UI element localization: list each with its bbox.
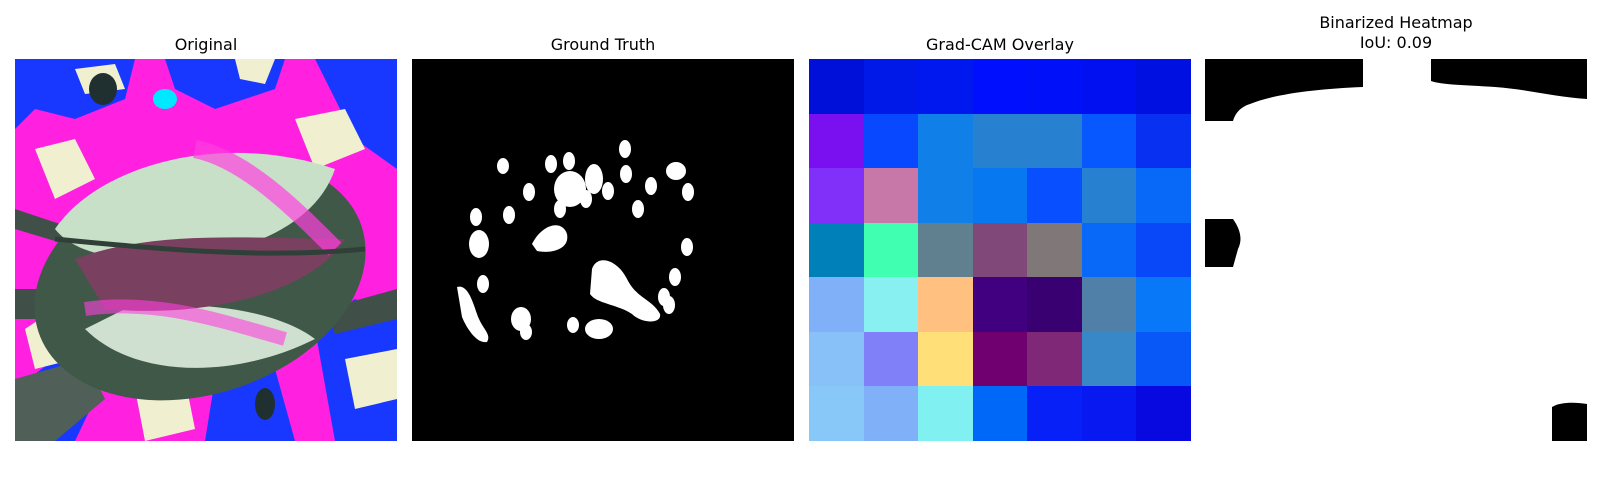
gradcam-cell bbox=[1081, 113, 1137, 169]
gradcam-cell bbox=[1027, 222, 1082, 278]
gradcam-cell bbox=[972, 386, 1028, 441]
gradcam-cell bbox=[1027, 277, 1082, 332]
gradcam-cell bbox=[972, 59, 1028, 114]
gradcam-cell bbox=[1027, 168, 1082, 223]
gradcam-cell bbox=[1081, 331, 1137, 387]
panel-title-gradcam-overlay: Grad-CAM Overlay bbox=[809, 35, 1191, 55]
gradcam-cell bbox=[809, 386, 864, 441]
gradcam-cell bbox=[1136, 59, 1191, 114]
gradcam-cell bbox=[1081, 277, 1137, 332]
gradcam-cell bbox=[809, 222, 864, 278]
gradcam-cell bbox=[1136, 331, 1191, 387]
gradcam-cell bbox=[863, 222, 919, 278]
gradcam-cell bbox=[918, 277, 973, 332]
panel-title-binarized-heatmap: Binarized Heatmap IoU: 0.09 bbox=[1205, 13, 1587, 53]
gradcam-cell bbox=[809, 331, 864, 387]
ground-truth-mask bbox=[412, 59, 794, 441]
gradcam-cell bbox=[1081, 386, 1137, 441]
gradcam-overlay bbox=[809, 59, 1191, 441]
title-line: Binarized Heatmap bbox=[1319, 13, 1473, 32]
panel-title-ground-truth: Ground Truth bbox=[412, 35, 794, 55]
title-line: Ground Truth bbox=[550, 35, 656, 54]
binarized-heatmap bbox=[1205, 59, 1587, 441]
gradcam-cell bbox=[863, 59, 919, 114]
gradcam-cell bbox=[1136, 277, 1191, 332]
gradcam-cell bbox=[1081, 59, 1137, 114]
gradcam-cell bbox=[972, 222, 1028, 278]
gradcam-cell bbox=[863, 386, 919, 441]
gradcam-cell bbox=[972, 277, 1028, 332]
gradcam-cell bbox=[918, 168, 973, 223]
gradcam-cell bbox=[1027, 331, 1082, 387]
gradcam-cell bbox=[1136, 113, 1191, 169]
gradcam-cell bbox=[918, 59, 973, 114]
gradcam-cell bbox=[809, 277, 864, 332]
original-image bbox=[15, 59, 397, 441]
gradcam-cell bbox=[1136, 168, 1191, 223]
gradcam-cell bbox=[809, 113, 864, 169]
gradcam-cell bbox=[1136, 222, 1191, 278]
gradcam-cell bbox=[1027, 386, 1082, 441]
title-line: Grad-CAM Overlay bbox=[926, 35, 1074, 54]
panel-title-original: Original bbox=[15, 35, 397, 55]
gradcam-cell bbox=[809, 59, 864, 114]
binarized-heatmap-svg bbox=[1205, 59, 1587, 441]
gradcam-cell bbox=[1027, 113, 1082, 169]
gradcam-grid bbox=[809, 59, 1191, 441]
gradcam-cell bbox=[1027, 59, 1082, 114]
gradcam-cell bbox=[809, 168, 864, 223]
gradcam-cell bbox=[863, 277, 919, 332]
gradcam-cell bbox=[1136, 386, 1191, 441]
gradcam-cell bbox=[918, 331, 973, 387]
leaf-image-svg bbox=[15, 59, 397, 441]
ground-truth-svg bbox=[412, 59, 794, 441]
gradcam-cell bbox=[863, 168, 919, 223]
gradcam-cell bbox=[1081, 168, 1137, 223]
gradcam-cell bbox=[918, 222, 973, 278]
iou-label: IoU: 0.09 bbox=[1359, 33, 1433, 52]
gradcam-cell bbox=[863, 113, 919, 169]
title-line: Original bbox=[174, 35, 238, 54]
gradcam-cell bbox=[863, 331, 919, 387]
gradcam-cell bbox=[918, 386, 973, 441]
gradcam-cell bbox=[972, 113, 1028, 169]
gradcam-cell bbox=[972, 168, 1028, 223]
gradcam-cell bbox=[1081, 222, 1137, 278]
gradcam-cell bbox=[918, 113, 973, 169]
gradcam-cell bbox=[972, 331, 1028, 387]
